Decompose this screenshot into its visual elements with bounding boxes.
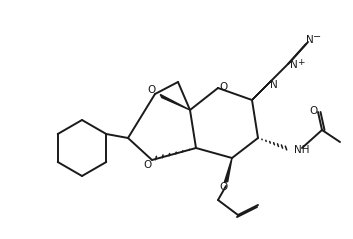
- Text: O: O: [144, 160, 152, 170]
- Text: O: O: [147, 85, 155, 95]
- Polygon shape: [224, 158, 232, 182]
- Text: O: O: [219, 82, 227, 92]
- Polygon shape: [160, 94, 190, 110]
- Polygon shape: [252, 81, 271, 100]
- Text: N: N: [290, 60, 298, 70]
- Text: O: O: [310, 106, 318, 116]
- Text: N: N: [306, 35, 314, 45]
- Text: NH: NH: [294, 145, 310, 155]
- Text: O: O: [219, 182, 227, 192]
- Text: +: +: [297, 58, 305, 66]
- Text: −: −: [313, 32, 321, 42]
- Text: N: N: [270, 80, 278, 90]
